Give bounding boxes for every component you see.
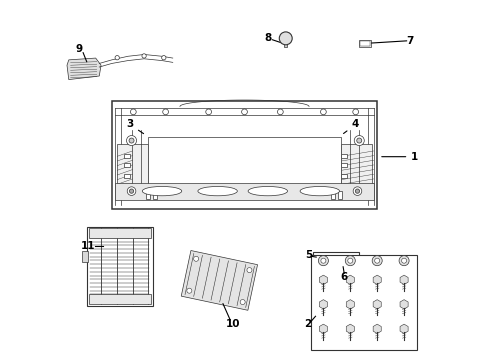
- Ellipse shape: [142, 186, 182, 196]
- Bar: [323, 265, 328, 270]
- Polygon shape: [372, 275, 381, 284]
- Polygon shape: [372, 324, 381, 333]
- Ellipse shape: [247, 186, 287, 196]
- Circle shape: [345, 256, 355, 266]
- Polygon shape: [346, 324, 354, 333]
- Circle shape: [246, 267, 251, 273]
- Bar: [147, 137, 341, 194]
- Circle shape: [356, 138, 361, 143]
- Text: 7: 7: [405, 36, 412, 46]
- Bar: [312, 252, 359, 323]
- Text: 1: 1: [381, 152, 418, 162]
- Text: 10: 10: [225, 319, 240, 329]
- Polygon shape: [372, 300, 381, 309]
- Text: 5: 5: [304, 250, 311, 260]
- Bar: [336, 305, 344, 309]
- Bar: [124, 154, 130, 158]
- Bar: [86, 226, 153, 306]
- Bar: [88, 294, 151, 304]
- Circle shape: [163, 109, 168, 115]
- Circle shape: [318, 256, 328, 266]
- Bar: [339, 262, 342, 309]
- Circle shape: [347, 258, 352, 263]
- Circle shape: [241, 109, 247, 115]
- Circle shape: [320, 258, 325, 263]
- Circle shape: [240, 300, 244, 305]
- Bar: [316, 259, 320, 291]
- Text: 3: 3: [126, 120, 143, 134]
- Bar: [360, 41, 369, 46]
- Circle shape: [126, 135, 136, 145]
- Polygon shape: [399, 275, 407, 284]
- Bar: [112, 101, 376, 209]
- Bar: [341, 174, 346, 178]
- Circle shape: [355, 189, 359, 193]
- Bar: [310, 255, 416, 350]
- Circle shape: [320, 109, 325, 115]
- Bar: [316, 287, 332, 291]
- Polygon shape: [67, 58, 101, 80]
- Polygon shape: [319, 275, 327, 284]
- Text: 6: 6: [340, 272, 347, 282]
- Circle shape: [374, 258, 379, 263]
- Bar: [153, 191, 157, 199]
- Text: 8: 8: [264, 33, 271, 43]
- Ellipse shape: [198, 186, 237, 196]
- Text: 11: 11: [81, 241, 96, 251]
- Circle shape: [279, 32, 292, 45]
- Bar: [117, 144, 147, 191]
- Circle shape: [205, 109, 211, 115]
- Circle shape: [127, 187, 136, 195]
- Bar: [124, 174, 130, 178]
- Bar: [330, 191, 334, 199]
- Circle shape: [142, 54, 146, 58]
- Bar: [115, 183, 373, 200]
- Polygon shape: [346, 300, 354, 309]
- Bar: [337, 191, 341, 199]
- Circle shape: [371, 256, 382, 266]
- Polygon shape: [319, 300, 327, 309]
- Bar: [341, 163, 346, 167]
- Bar: [323, 274, 328, 279]
- Polygon shape: [319, 324, 327, 333]
- Circle shape: [352, 109, 358, 115]
- Bar: [341, 144, 371, 191]
- Bar: [145, 191, 150, 199]
- Polygon shape: [181, 251, 257, 310]
- Circle shape: [129, 138, 134, 143]
- Text: 9: 9: [75, 44, 82, 54]
- Circle shape: [193, 256, 198, 261]
- Circle shape: [277, 109, 283, 115]
- Bar: [341, 154, 346, 158]
- Polygon shape: [399, 300, 407, 309]
- Circle shape: [129, 189, 133, 193]
- Text: 4: 4: [343, 120, 359, 134]
- Circle shape: [115, 55, 119, 60]
- Bar: [82, 251, 88, 262]
- Circle shape: [186, 288, 191, 293]
- Bar: [284, 41, 286, 47]
- Bar: [88, 228, 151, 238]
- Bar: [124, 163, 130, 167]
- Text: 2: 2: [303, 319, 310, 329]
- Circle shape: [352, 187, 361, 195]
- Circle shape: [401, 258, 406, 263]
- Circle shape: [353, 135, 364, 145]
- Circle shape: [130, 109, 136, 115]
- Ellipse shape: [300, 186, 339, 196]
- Polygon shape: [346, 275, 354, 284]
- Bar: [359, 40, 370, 47]
- Circle shape: [398, 256, 408, 266]
- Polygon shape: [399, 324, 407, 333]
- Circle shape: [162, 55, 165, 60]
